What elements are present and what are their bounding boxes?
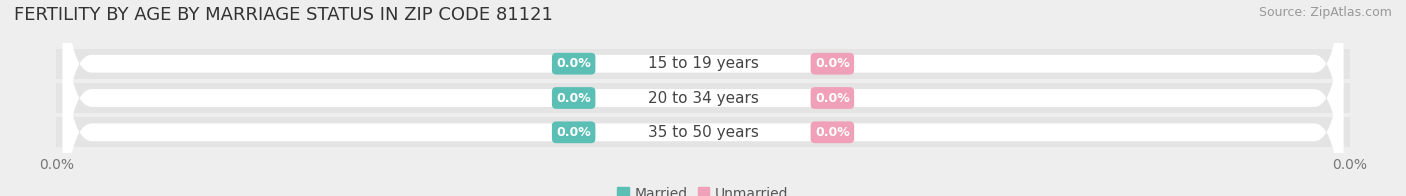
FancyBboxPatch shape [56,117,1350,147]
Text: 0.0%: 0.0% [815,92,849,104]
Text: 0.0%: 0.0% [557,126,591,139]
FancyBboxPatch shape [56,49,1350,79]
FancyBboxPatch shape [63,0,1343,196]
Text: 0.0%: 0.0% [815,57,849,70]
Text: 0.0%: 0.0% [815,126,849,139]
Text: Source: ZipAtlas.com: Source: ZipAtlas.com [1258,6,1392,19]
Text: 35 to 50 years: 35 to 50 years [648,125,758,140]
FancyBboxPatch shape [63,0,1343,196]
Text: 0.0%: 0.0% [557,92,591,104]
Text: 0.0%: 0.0% [557,57,591,70]
Legend: Married, Unmarried: Married, Unmarried [612,181,794,196]
Text: 20 to 34 years: 20 to 34 years [648,91,758,105]
FancyBboxPatch shape [56,83,1350,113]
Text: FERTILITY BY AGE BY MARRIAGE STATUS IN ZIP CODE 81121: FERTILITY BY AGE BY MARRIAGE STATUS IN Z… [14,6,553,24]
Text: 15 to 19 years: 15 to 19 years [648,56,758,71]
FancyBboxPatch shape [63,0,1343,196]
